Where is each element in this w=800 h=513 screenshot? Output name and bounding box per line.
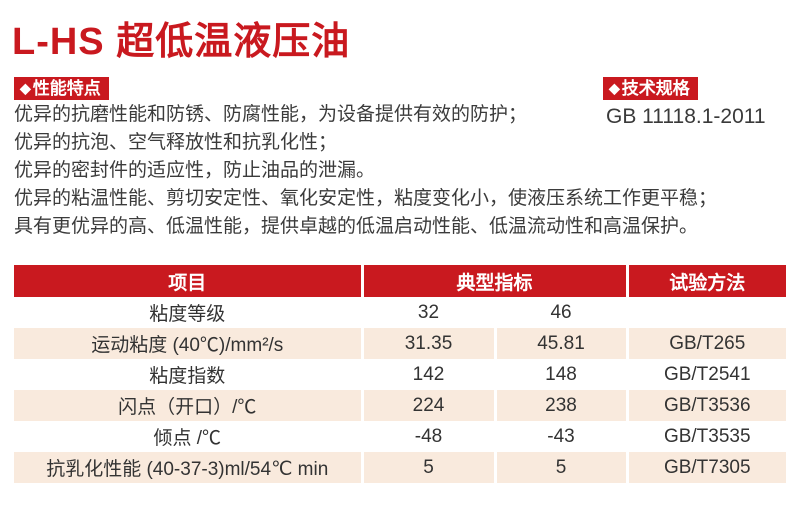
cell-method bbox=[625, 297, 787, 328]
cell-value-46: 238 bbox=[493, 390, 628, 421]
diamond-icon: ◆ bbox=[609, 80, 620, 96]
feature-line: 具有更优异的高、低温性能，提供卓越的低温启动性能、低温流动性和高温保护。 bbox=[14, 216, 699, 237]
table-row: 粘度指数 142 148 GB/T2541 bbox=[14, 359, 787, 390]
spec-table: 项目 典型指标 试验方法 粘度等级 32 46 运动粘度 (40℃)/mm²/s… bbox=[14, 265, 787, 483]
cell-value-46: 45.81 bbox=[493, 328, 628, 359]
table-row: 闪点（开口）/℃ 224 238 GB/T3536 bbox=[14, 390, 787, 421]
cell-method: GB/T3536 bbox=[625, 390, 787, 421]
cell-value-32: 31.35 bbox=[360, 328, 495, 359]
cell-item: 粘度指数 bbox=[149, 366, 226, 387]
table-row: 粘度等级 32 46 bbox=[14, 297, 787, 328]
feature-line: 优异的抗泡、空气释放性和抗乳化性； bbox=[14, 132, 338, 153]
page-title: L-HS 超低温液压油 bbox=[12, 21, 351, 63]
header-method: 试验方法 bbox=[625, 265, 787, 297]
table-row: 抗乳化性能 (40-37-3)ml/54℃ min 5 5 GB/T7305 bbox=[14, 452, 787, 483]
features-paragraph: 优异的抗磨性能和防锈、防腐性能，为设备提供有效的防护； 优异的抗泡、空气释放性和… bbox=[14, 101, 717, 241]
cell-value-46: 5 bbox=[493, 452, 628, 483]
cell-method: GB/T3535 bbox=[625, 421, 787, 452]
section-badge-features-label: 性能特点 bbox=[32, 79, 101, 98]
header-item: 项目 bbox=[14, 265, 362, 297]
cell-item: 抗乳化性能 (40-37-3)ml/54℃ min bbox=[14, 452, 362, 483]
section-badge-specs-label: 技术规格 bbox=[621, 79, 690, 98]
feature-line: 优异的抗磨性能和防锈、防腐性能，为设备提供有效的防护； bbox=[14, 104, 528, 125]
cell-value-46: -43 bbox=[493, 421, 628, 452]
header-typical: 典型指标 bbox=[360, 265, 628, 297]
table-row: 运动粘度 (40℃)/mm²/s 31.35 45.81 GB/T265 bbox=[14, 328, 787, 359]
feature-line: 优异的密封件的适应性，防止油品的泄漏。 bbox=[14, 160, 376, 181]
cell-item: 倾点 /℃ bbox=[153, 428, 222, 449]
cell-method: GB/T265 bbox=[625, 328, 787, 359]
cell-value-32: 224 bbox=[360, 390, 495, 421]
cell-value-32: 32 bbox=[360, 297, 495, 328]
section-badge-features: ◆ 性能特点 bbox=[14, 77, 109, 100]
section-badge-specs: ◆ 技术规格 bbox=[603, 77, 698, 100]
feature-line: 优异的粘温性能、剪切安定性、氧化安定性，粘度变化小，使液压系统工作更平稳； bbox=[14, 188, 718, 209]
table-header-row: 项目 典型指标 试验方法 bbox=[14, 265, 787, 297]
cell-value-32: -48 bbox=[360, 421, 495, 452]
cell-method: GB/T2541 bbox=[625, 359, 787, 390]
cell-value-32: 142 bbox=[360, 359, 495, 390]
cell-value-46: 46 bbox=[493, 297, 628, 328]
cell-method: GB/T7305 bbox=[625, 452, 787, 483]
cell-item: 粘度等级 bbox=[149, 304, 226, 325]
standard-number: GB 11118.1-2011 bbox=[606, 105, 766, 128]
table-row: 倾点 /℃ -48 -43 GB/T3535 bbox=[14, 421, 787, 452]
diamond-icon: ◆ bbox=[20, 80, 31, 96]
cell-value-46: 148 bbox=[493, 359, 628, 390]
cell-item: 闪点（开口）/℃ bbox=[14, 390, 362, 421]
cell-value-32: 5 bbox=[360, 452, 495, 483]
cell-item: 运动粘度 (40℃)/mm²/s bbox=[14, 328, 362, 359]
